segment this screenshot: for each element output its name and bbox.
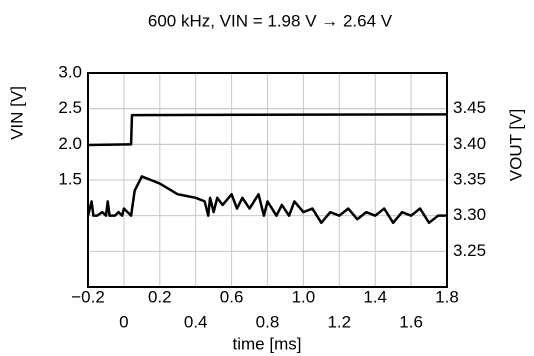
series-line [86,175,447,225]
x-tick-label: 1.2 [327,312,351,331]
y2-axis-label: VOUT [V] [506,109,525,181]
y2-tick-label: 3.45 [453,98,486,117]
x-tick-label: 0.8 [256,312,280,331]
y2-tick-label: 3.30 [453,205,486,224]
y-tick-label: 1.5 [58,169,82,188]
x-tick-label: 0 [119,312,128,331]
plot-frame [87,72,448,288]
y2-tick-label: 3.40 [453,134,486,153]
x-tick-label: 1.6 [399,312,423,331]
x-tick-label: 0.6 [220,287,244,306]
x-tick-label: 0.4 [184,312,208,331]
x-tick-label: −0.2 [71,287,105,306]
y-tick-label: 3.0 [58,62,82,81]
x-tick-label: 1.4 [363,287,387,306]
x-axis-label: time [ms] [233,334,302,353]
series-line [87,113,448,147]
y-axis-label: VIN [V] [7,86,26,140]
y-tick-label: 2.0 [58,134,82,153]
x-tick-label: 1.8 [435,287,459,306]
y2-tick-label: 3.35 [453,169,486,188]
y-tick-label: 2.5 [58,98,82,117]
y2-tick-label: 3.25 [453,241,486,260]
x-tick-label: 0.2 [148,287,172,306]
x-tick-label: 1.0 [292,287,316,306]
chart-title: 600 kHz, VIN = 1.98 V → 2.64 V [148,11,393,30]
